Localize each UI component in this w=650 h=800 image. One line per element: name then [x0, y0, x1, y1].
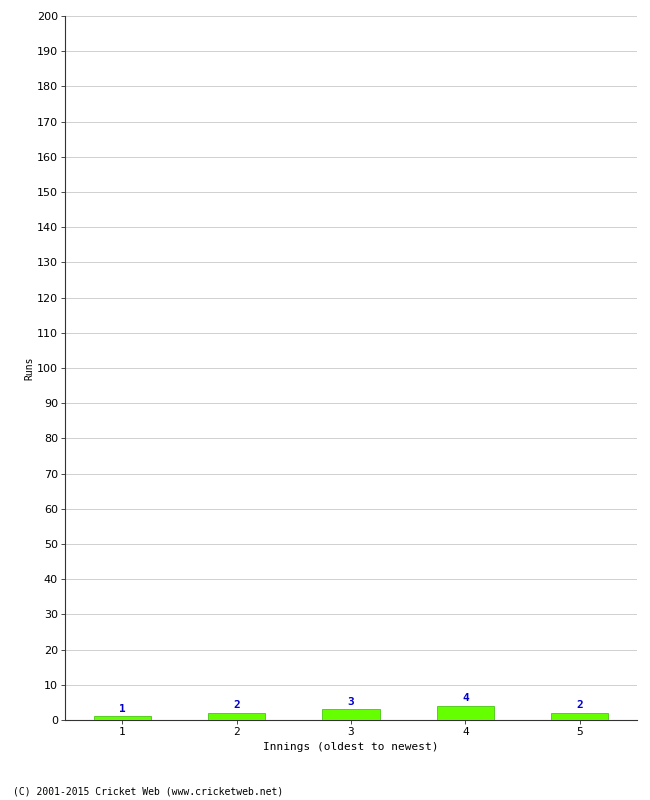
Text: 2: 2 [233, 700, 240, 710]
Text: 4: 4 [462, 693, 469, 703]
Text: 2: 2 [577, 700, 583, 710]
Text: 3: 3 [348, 697, 354, 706]
Y-axis label: Runs: Runs [24, 356, 34, 380]
Bar [208, 713, 265, 720]
Text: 1: 1 [119, 704, 125, 714]
Bar [437, 706, 494, 720]
Bar [94, 717, 151, 720]
Bar [551, 713, 608, 720]
X-axis label: Innings (oldest to newest): Innings (oldest to newest) [263, 742, 439, 753]
Text: (C) 2001-2015 Cricket Web (www.cricketweb.net): (C) 2001-2015 Cricket Web (www.cricketwe… [13, 786, 283, 796]
Bar [322, 710, 380, 720]
